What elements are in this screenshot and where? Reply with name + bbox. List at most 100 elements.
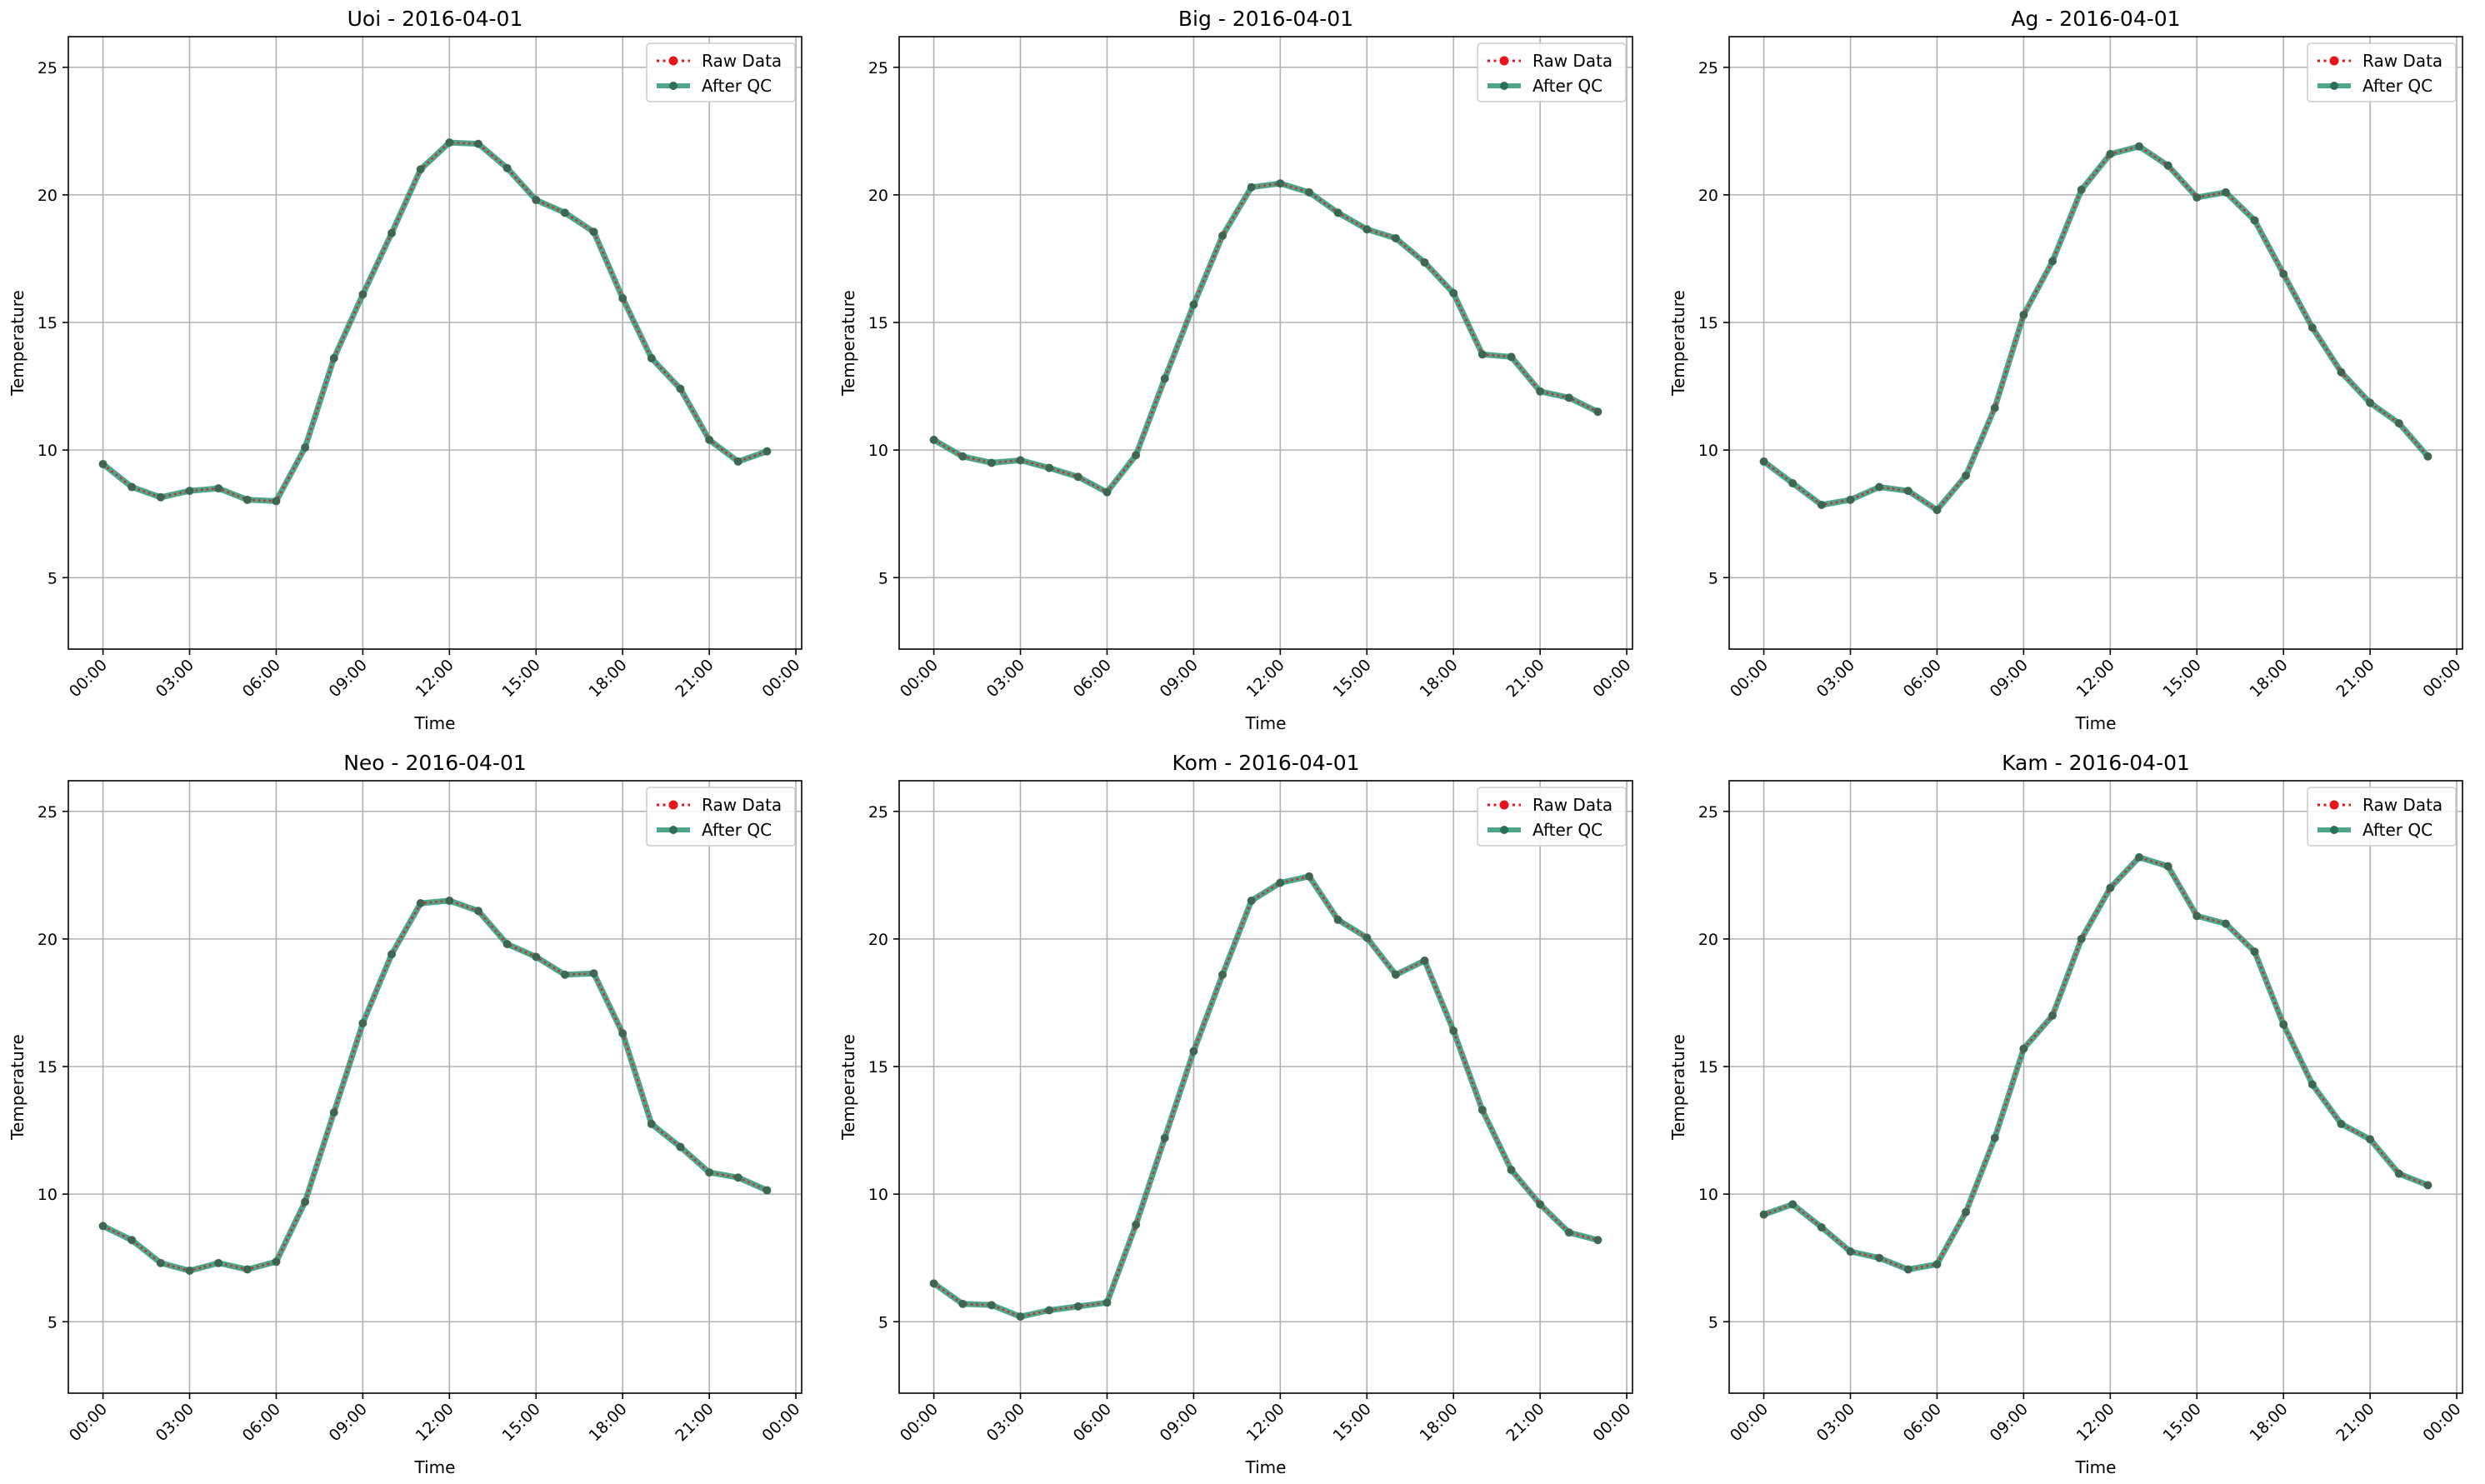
after-qc-point <box>2308 323 2317 332</box>
after-qc-point <box>1304 872 1313 881</box>
after-qc-point <box>473 907 482 916</box>
y-tick-label: 25 <box>1698 59 1718 77</box>
legend-marker-raw-data <box>1499 800 1509 810</box>
after-qc-point <box>560 970 569 979</box>
after-qc-point <box>2134 142 2143 151</box>
after-qc-point <box>214 484 223 493</box>
after-qc-point <box>733 457 742 466</box>
legend-marker-after-qc <box>1500 82 1508 90</box>
legend-label-raw-data: Raw Data <box>702 51 782 71</box>
legend: Raw Data After QC <box>2307 787 2457 847</box>
after-qc-point <box>1276 878 1285 887</box>
after-qc-point <box>1932 1260 1942 1269</box>
series-line-raw-data <box>932 875 1598 1318</box>
series-line-after-qc <box>102 897 768 1274</box>
after-qc-point <box>1132 451 1141 460</box>
after-qc-point <box>1903 1265 1912 1274</box>
after-qc-point <box>1333 208 1342 217</box>
x-tick-label: 21:00 <box>672 656 717 701</box>
after-qc-point <box>185 1267 194 1275</box>
after-qc-point <box>647 1119 656 1128</box>
after-qc-point <box>301 1197 310 1207</box>
x-tick-label: 15:00 <box>499 1400 544 1445</box>
after-qc-point <box>1759 457 1768 466</box>
after-qc-point <box>1564 1228 1573 1237</box>
y-tick-label: 10 <box>868 1186 888 1204</box>
after-qc-point <box>1449 288 1458 297</box>
after-qc-point <box>388 950 397 959</box>
after-qc-point <box>1478 1106 1487 1115</box>
after-qc-point <box>987 458 996 467</box>
after-qc-point <box>2366 1135 2375 1144</box>
after-qc-point <box>1788 1200 1798 1209</box>
after-qc-point <box>301 443 310 452</box>
after-qc-point <box>1247 182 1256 192</box>
legend-marker-raw-data <box>668 800 678 810</box>
legend-label-after-qc: After QC <box>702 76 772 96</box>
legend-label-after-qc: After QC <box>2362 820 2432 840</box>
x-tick-label: 18:00 <box>1416 656 1461 701</box>
after-qc-point <box>532 952 541 962</box>
x-axis-label: Time <box>414 713 456 733</box>
x-tick-label: 09:00 <box>1987 1400 2032 1445</box>
y-tick-label: 10 <box>38 442 58 460</box>
after-qc-point <box>676 384 685 393</box>
axes-frame <box>898 36 1633 650</box>
y-tick-label: 20 <box>38 187 58 205</box>
after-qc-point <box>1160 1133 1169 1142</box>
x-tick-label: 00:00 <box>758 656 803 701</box>
after-qc-point <box>2250 947 2259 957</box>
after-qc-point <box>2019 1044 2028 1053</box>
after-qc-point <box>128 482 137 492</box>
x-tick-label: 12:00 <box>412 656 458 701</box>
after-qc-point <box>2163 862 2172 871</box>
x-tick-label: 06:00 <box>1900 656 1945 701</box>
series-line-raw-data <box>1762 145 2429 512</box>
after-qc-point <box>128 1236 137 1245</box>
y-tick-label: 25 <box>38 803 58 822</box>
series-line-after-qc <box>1762 143 2431 513</box>
after-qc-point <box>1990 1133 1999 1142</box>
after-qc-point <box>1507 352 1516 362</box>
after-qc-point <box>416 899 425 907</box>
y-tick-label: 20 <box>868 187 888 205</box>
after-qc-point <box>1962 1207 1971 1217</box>
x-tick-label: 06:00 <box>1070 1400 1115 1445</box>
after-qc-point <box>358 1018 368 1027</box>
y-tick-label: 15 <box>868 314 888 332</box>
x-tick-label: 06:00 <box>1070 656 1115 701</box>
after-qc-point <box>1759 1210 1768 1219</box>
after-qc-point <box>2077 185 2086 194</box>
after-qc-point <box>1846 1247 1855 1257</box>
y-tick-label: 20 <box>868 931 888 949</box>
y-tick-label: 25 <box>38 59 58 77</box>
after-qc-point <box>2106 883 2115 892</box>
y-tick-label: 15 <box>38 1058 58 1077</box>
legend-marker-after-qc <box>2330 826 2338 834</box>
after-qc-point <box>2048 257 2058 266</box>
axes-frame <box>68 36 802 650</box>
legend-marker-raw-data <box>2329 800 2339 810</box>
x-tick-label: 18:00 <box>2246 656 2291 701</box>
after-qc-point <box>1160 374 1169 383</box>
chart-title: Ag - 2016-04-01 <box>2011 7 2180 31</box>
after-qc-point <box>1362 225 1372 234</box>
after-qc-point <box>676 1142 685 1152</box>
after-qc-point <box>1932 506 1942 515</box>
after-qc-point <box>388 228 397 237</box>
after-qc-point <box>1903 487 1912 496</box>
x-tick-label: 15:00 <box>1330 1400 1375 1445</box>
x-tick-label: 21:00 <box>1502 656 1548 701</box>
x-tick-label: 03:00 <box>1813 656 1858 701</box>
series-line-after-qc <box>1762 854 2429 1272</box>
after-qc-point <box>1536 387 1545 396</box>
panel-0: 00:00 03:00 06:00 09:00 12:00 15:00 18:00 21:00… <box>8 7 804 733</box>
after-qc-point <box>329 353 338 362</box>
y-tick-label: 10 <box>1698 442 1718 460</box>
after-qc-point <box>2337 1119 2346 1128</box>
after-qc-point <box>1247 896 1256 905</box>
x-tick-label: 06:00 <box>239 1400 284 1445</box>
after-qc-point <box>2134 852 2143 862</box>
x-tick-label: 21:00 <box>2332 656 2378 701</box>
x-tick-label: 18:00 <box>585 1400 630 1445</box>
